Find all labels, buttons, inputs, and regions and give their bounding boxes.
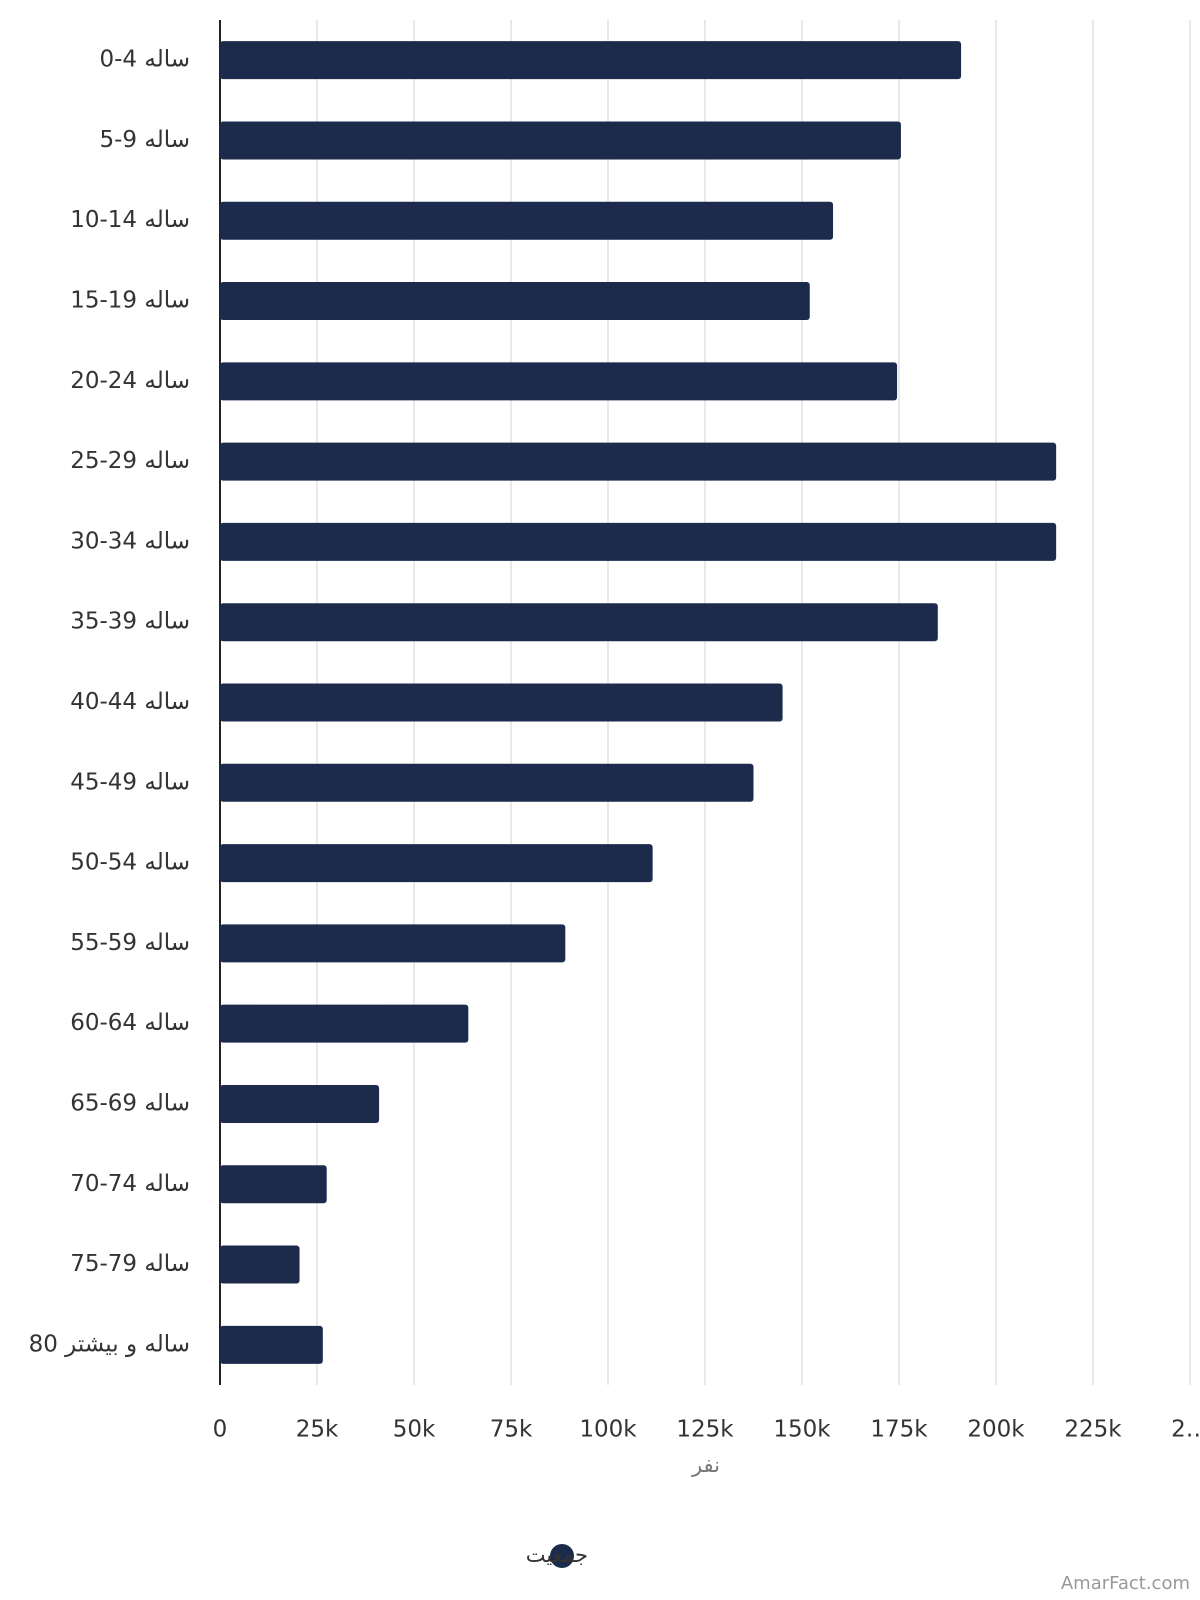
legend-label: جمعیت [526, 1543, 588, 1567]
bar [220, 1165, 327, 1204]
bar [220, 1245, 300, 1284]
x-tick-label: 2… [1171, 1417, 1200, 1443]
bar [220, 603, 938, 642]
y-tick-label: 5-9 ساله [99, 127, 190, 153]
y-tick-label: 0-4 ساله [99, 47, 190, 73]
y-tick-label: 40-44 ساله [70, 689, 190, 715]
bar [220, 1084, 380, 1123]
bar [220, 362, 898, 401]
y-tick-label: 30-34 ساله [70, 528, 190, 554]
y-tick-label: 55-59 ساله [70, 930, 190, 956]
y-tick-label: 50-54 ساله [70, 850, 190, 876]
y-tick-label: 60-64 ساله [70, 1010, 190, 1036]
bar [220, 442, 1057, 481]
bar [220, 1325, 323, 1364]
y-tick-label: 35-39 ساله [70, 609, 190, 635]
bar [220, 201, 834, 240]
bar [220, 924, 566, 963]
y-tick-label: 20-24 ساله [70, 368, 190, 394]
y-tick-label: 15-19 ساله [70, 288, 190, 314]
x-tick-label: 100k [579, 1417, 637, 1443]
x-tick-label: 50k [393, 1417, 436, 1443]
x-tick-label: 200k [967, 1417, 1025, 1443]
y-tick-label: 70-74 ساله [70, 1171, 190, 1197]
x-tick-label: 25k [296, 1417, 339, 1443]
source: AmarFact.com [1061, 1573, 1190, 1594]
x-tick-label: 175k [870, 1417, 928, 1443]
x-tick-label: 150k [773, 1417, 831, 1443]
x-axis-title: نفر [691, 1453, 720, 1477]
y-tick-label: 65-69 ساله [70, 1090, 190, 1116]
bar [220, 282, 810, 321]
bar [220, 522, 1057, 561]
x-tick-label: 225k [1064, 1417, 1122, 1443]
y-tick-label: 10-14 ساله [70, 207, 190, 233]
legend-marker [550, 1544, 574, 1568]
y-tick-label: 75-79 ساله [70, 1251, 190, 1277]
y-tick-label: 25-29 ساله [70, 448, 190, 474]
y-tick-label: 80 ساله و بیشتر [29, 1331, 190, 1357]
bar [220, 121, 901, 160]
x-tick-label: 125k [676, 1417, 734, 1443]
bar [220, 763, 754, 802]
bar [220, 41, 962, 80]
x-tick-label: 0 [213, 1417, 228, 1443]
bar [220, 1004, 469, 1043]
y-tick-label: 45-49 ساله [70, 769, 190, 795]
x-tick-label: 75k [490, 1417, 533, 1443]
bar [220, 844, 653, 883]
bar [220, 683, 783, 722]
